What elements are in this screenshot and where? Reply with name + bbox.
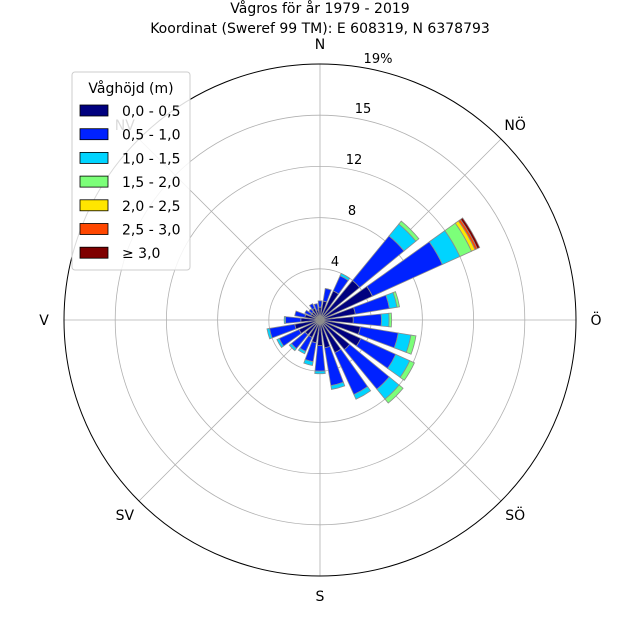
bar-sector-21-bin-1 <box>308 308 315 315</box>
legend-swatch-3 <box>79 175 109 188</box>
legend-title: Våghöjd (m) <box>88 80 173 97</box>
legend-swatch-0 <box>79 104 109 117</box>
bar-sector-15-bin-2 <box>288 342 298 352</box>
bar-sector-6-bin-3 <box>388 312 393 328</box>
chart-title: Vågros för år 1979 - 2019 <box>230 0 409 17</box>
legend-box <box>71 71 191 271</box>
grid-spoke-5 <box>138 319 321 502</box>
bar-sector-3-bin-3 <box>398 220 420 242</box>
bar-sector-12-bin-1 <box>314 345 326 372</box>
legend-swatch-5 <box>79 223 109 235</box>
bar-sector-23-bin-1 <box>313 303 319 311</box>
polar-grid <box>64 64 576 576</box>
radial-tick-label: 19% <box>364 52 393 67</box>
legend-label-4: 2,0 - 2,5 <box>122 199 180 215</box>
legend-label-2: 1,0 - 1,5 <box>122 151 180 167</box>
bar-sector-19-bin-1 <box>294 310 307 318</box>
legend-label-0: 0,0 - 0,5 <box>122 104 180 120</box>
legend: Våghöjd (m) 0,0 - 0,5 0,5 - 1,0 1,0 - 1,5 1,… <box>71 71 191 271</box>
bar-sector-9-bin-3 <box>384 384 404 404</box>
chart-subtitle: Koordinat (Sweref 99 TM): E 608319, N 63… <box>150 21 490 37</box>
bar-sector-20-bin-1 <box>304 309 313 317</box>
radial-tick-label: 12 <box>346 153 363 168</box>
bar-sector-8-bin-3 <box>399 360 415 381</box>
legend-swatch-2 <box>79 151 109 164</box>
compass-label-n: N <box>315 37 325 53</box>
legend-label-6: ≥ 3,0 <box>122 246 160 262</box>
bar-sector-17-bin-2 <box>266 327 273 340</box>
legend-swatch-1 <box>79 128 109 141</box>
bar-sector-5-bin-3 <box>392 291 401 308</box>
legend-label-5: 2,5 - 3,0 <box>122 223 180 239</box>
bar-sector-18-bin-2 <box>283 316 287 324</box>
bar-sector-6-bin-2 <box>380 312 390 328</box>
polar-frame <box>63 63 577 577</box>
bar-sector-4-bin-6 <box>459 217 481 250</box>
bar-sector-2-bin-2 <box>339 272 351 282</box>
radial-tick-label: 4 <box>331 255 339 270</box>
bar-sector-10-bin-2 <box>353 386 372 400</box>
radial-tick-label: 8 <box>348 204 356 219</box>
legend-swatch-6 <box>79 246 109 259</box>
compass-label-nö: NÖ <box>504 116 526 134</box>
bar-sector-11-bin-2 <box>330 381 346 390</box>
bar-sector-22-bin-1 <box>309 303 316 311</box>
bar-sector-16-bin-2 <box>276 337 285 349</box>
bar-sector-14-bin-2 <box>297 347 307 355</box>
compass-label-ö: Ö <box>590 311 601 329</box>
bar-sector-6-bin-1 <box>352 313 382 327</box>
compass-label-sö: SÖ <box>505 506 525 524</box>
bar-sector-7-bin-3 <box>405 334 417 355</box>
compass-label-sv: SV <box>116 508 135 524</box>
outer-ring <box>63 63 577 577</box>
radial-tick-label: 15 <box>355 102 372 117</box>
bar-sector-18-bin-1 <box>285 316 302 324</box>
bar-sector-1-bin-1 <box>322 287 332 303</box>
legend-label-1: 0,5 - 1,0 <box>122 128 180 144</box>
bar-sector-0-bin-1 <box>317 300 323 308</box>
bar-sector-12-bin-2 <box>314 370 326 375</box>
rose-bars <box>266 217 481 404</box>
legend-swatch-4 <box>79 199 109 212</box>
bar-sector-13-bin-2 <box>303 359 314 366</box>
compass-label-v: V <box>39 313 49 329</box>
legend-label-3: 1,5 - 2,0 <box>122 175 180 191</box>
compass-label-s: S <box>316 589 325 605</box>
